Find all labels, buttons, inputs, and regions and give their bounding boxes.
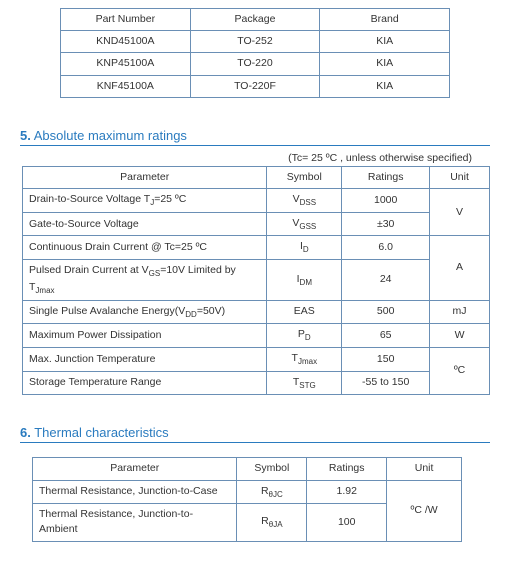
rating-cell: 100 <box>307 504 387 541</box>
table-row: Thermal Resistance, Junction-to-CaseRθJC… <box>33 480 462 504</box>
table-row: Maximum Power DissipationPD65W <box>23 324 490 348</box>
col-header: Brand <box>320 9 450 31</box>
unit-cell: W <box>430 324 490 348</box>
col-header: Ratings <box>307 458 387 480</box>
symbol-cell: VDSS <box>267 189 342 213</box>
rating-cell: 1.92 <box>307 480 387 504</box>
symbol-cell: VGSS <box>267 212 342 236</box>
cell: TO-252 <box>190 31 320 53</box>
table-row: Continuous Drain Current @ Tc=25 ºCID6.0… <box>23 236 490 260</box>
section-heading-thermal: 6. Thermal characteristics <box>20 425 490 443</box>
table-row: Storage Temperature RangeTSTG-55 to 150 <box>23 371 490 395</box>
col-header: Parameter <box>23 166 267 188</box>
col-header: Parameter <box>33 458 237 480</box>
cell: KIA <box>320 31 450 53</box>
table-header-row: Part Number Package Brand <box>61 9 450 31</box>
section-title: Thermal characteristics <box>34 425 168 440</box>
col-header: Unit <box>430 166 490 188</box>
unit-cell: mJ <box>430 300 490 324</box>
param-cell: Thermal Resistance, Junction-to-Case <box>33 480 237 504</box>
thermal-characteristics-table: Parameter Symbol Ratings Unit Thermal Re… <box>32 457 462 541</box>
col-header: Unit <box>387 458 462 480</box>
cell: KIA <box>320 75 450 97</box>
symbol-cell: IDM <box>267 260 342 300</box>
rating-cell: -55 to 150 <box>342 371 430 395</box>
symbol-cell: RθJC <box>237 480 307 504</box>
section-number: 5. <box>20 128 31 143</box>
symbol-cell: TJmax <box>267 347 342 371</box>
rating-cell: 500 <box>342 300 430 324</box>
col-header: Symbol <box>267 166 342 188</box>
cell: KNP45100A <box>61 53 191 75</box>
part-number-table: Part Number Package Brand KND45100ATO-25… <box>60 8 450 98</box>
table-row: Pulsed Drain Current at VGS=10V Limited … <box>23 260 490 300</box>
rating-cell: 24 <box>342 260 430 300</box>
param-cell: Drain-to-Source Voltage TJ=25 ºC <box>23 189 267 213</box>
table-row: Drain-to-Source Voltage TJ=25 ºCVDSS1000… <box>23 189 490 213</box>
section-title: Absolute maximum ratings <box>34 128 187 143</box>
unit-cell: ºC <box>430 347 490 394</box>
table-row: KND45100ATO-252KIA <box>61 31 450 53</box>
param-cell: Max. Junction Temperature <box>23 347 267 371</box>
section-number: 6. <box>20 425 31 440</box>
rating-cell: 6.0 <box>342 236 430 260</box>
unit-cell: V <box>430 189 490 236</box>
symbol-cell: TSTG <box>267 371 342 395</box>
absolute-max-ratings-table: Parameter Symbol Ratings Unit Drain-to-S… <box>22 166 490 395</box>
section-heading-absolute-max: 5. Absolute maximum ratings <box>20 128 490 146</box>
col-header: Symbol <box>237 458 307 480</box>
col-header: Ratings <box>342 166 430 188</box>
table-row: Max. Junction TemperatureTJmax150ºC <box>23 347 490 371</box>
symbol-cell: EAS <box>267 300 342 324</box>
param-cell: Pulsed Drain Current at VGS=10V Limited … <box>23 260 267 300</box>
cell: KNF45100A <box>61 75 191 97</box>
symbol-cell: RθJA <box>237 504 307 541</box>
cell: KIA <box>320 53 450 75</box>
cell: TO-220 <box>190 53 320 75</box>
param-cell: Continuous Drain Current @ Tc=25 ºC <box>23 236 267 260</box>
table-row: KNF45100ATO-220FKIA <box>61 75 450 97</box>
table-row: Single Pulse Avalanche Energy(VDD=50V)EA… <box>23 300 490 324</box>
rating-cell: 1000 <box>342 189 430 213</box>
table-row: KNP45100ATO-220KIA <box>61 53 450 75</box>
param-cell: Single Pulse Avalanche Energy(VDD=50V) <box>23 300 267 324</box>
cell: KND45100A <box>61 31 191 53</box>
param-cell: Storage Temperature Range <box>23 371 267 395</box>
param-cell: Thermal Resistance, Junction-to-Ambient <box>33 504 237 541</box>
rating-cell: 65 <box>342 324 430 348</box>
col-header: Part Number <box>61 9 191 31</box>
param-cell: Gate-to-Source Voltage <box>23 212 267 236</box>
unit-cell: A <box>430 236 490 300</box>
col-header: Package <box>190 9 320 31</box>
table-row: Gate-to-Source VoltageVGSS±30 <box>23 212 490 236</box>
rating-cell: 150 <box>342 347 430 371</box>
rating-cell: ±30 <box>342 212 430 236</box>
param-cell: Maximum Power Dissipation <box>23 324 267 348</box>
table-header-row: Parameter Symbol Ratings Unit <box>23 166 490 188</box>
cell: TO-220F <box>190 75 320 97</box>
unit-cell: ºC /W <box>387 480 462 541</box>
symbol-cell: ID <box>267 236 342 260</box>
symbol-cell: PD <box>267 324 342 348</box>
condition-note: (Tc= 25 ºC , unless otherwise specified) <box>20 152 472 164</box>
table-header-row: Parameter Symbol Ratings Unit <box>33 458 462 480</box>
